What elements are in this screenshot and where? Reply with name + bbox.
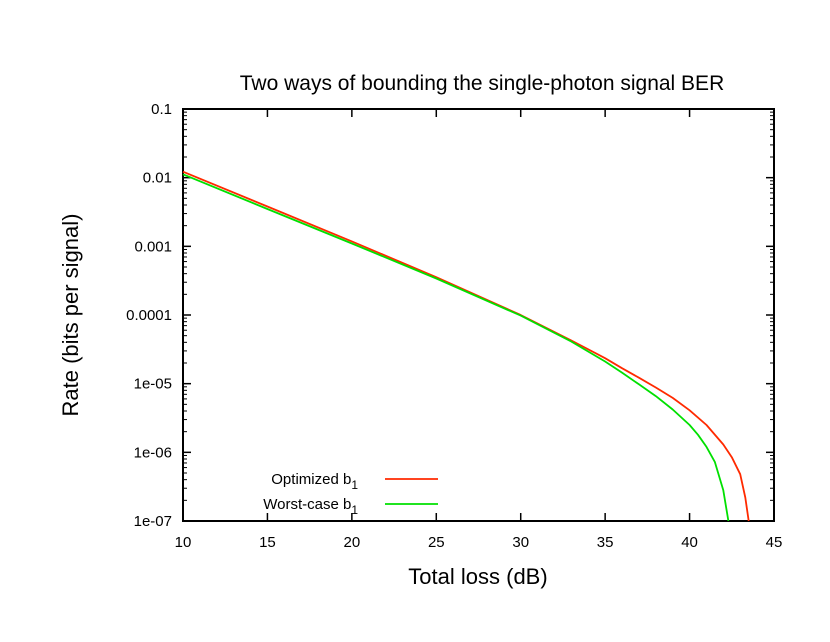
y-tick-label: 1e-06	[134, 444, 172, 461]
plot-area	[182, 108, 775, 522]
x-tick-label: 10	[175, 534, 192, 551]
chart-title: Two ways of bounding the single-photon s…	[240, 72, 724, 95]
legend-label-2: Worst-case b1	[263, 496, 358, 517]
x-axis-label: Total loss (dB)	[408, 564, 547, 589]
x-tick-label: 40	[681, 534, 698, 551]
legend: Optimized b1 Worst-case b1	[263, 471, 438, 517]
y-axis-ticks: 1e-07 1e-06 1e-05 0.0001 0.001 0.01 0.1	[126, 101, 774, 530]
x-tick-label: 25	[428, 534, 445, 551]
y-tick-label: 0.1	[151, 101, 172, 118]
y-tick-label: 0.001	[134, 238, 172, 255]
x-tick-label: 45	[766, 534, 783, 551]
x-tick-label: 35	[597, 534, 614, 551]
y-axis-label: Rate (bits per signal)	[58, 214, 83, 417]
series-line-2	[182, 173, 730, 522]
y-tick-label: 0.0001	[126, 307, 172, 324]
y-tick-label: 1e-05	[134, 376, 172, 393]
x-tick-label: 15	[259, 534, 276, 551]
legend-label-1: Optimized b1	[271, 471, 358, 492]
y-tick-label: 1e-07	[134, 513, 172, 530]
x-axis-ticks: 10 15 20 25 30 35 40 45	[175, 109, 783, 551]
y-tick-label: 0.01	[143, 170, 172, 187]
x-tick-label: 20	[344, 534, 361, 551]
series-layer	[182, 170, 750, 522]
series-line-1	[182, 170, 750, 522]
plot-border	[182, 108, 775, 522]
x-tick-label: 30	[512, 534, 529, 551]
